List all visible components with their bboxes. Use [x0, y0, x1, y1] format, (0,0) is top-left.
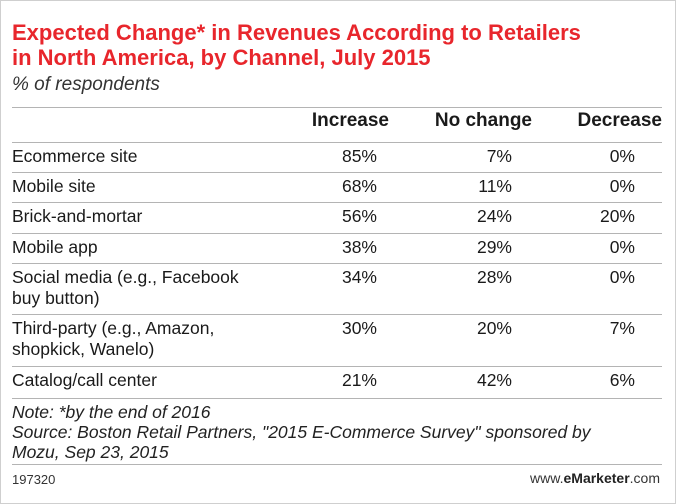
- row-label-line: buy button): [12, 288, 100, 308]
- cell-decrease: 20%: [599, 206, 635, 226]
- cell-increase: 38%: [341, 237, 377, 257]
- row-label-line: Third-party (e.g., Amazon,: [12, 318, 215, 338]
- row-label-line: Ecommerce site: [12, 146, 138, 166]
- chart-title-line-1: Expected Change* in Revenues According t…: [12, 20, 581, 45]
- cell-increase: 85%: [341, 146, 377, 166]
- cell-increase: 21%: [341, 370, 377, 390]
- row-label: Mobile app: [12, 237, 302, 258]
- cell-no-change: 42%: [476, 370, 512, 390]
- cell-no-change: 20%: [476, 318, 512, 338]
- cell-increase: 56%: [341, 206, 377, 226]
- row-divider: [12, 233, 662, 234]
- chart-id: 197320: [12, 472, 56, 487]
- brand-logo: www.eMarketer.com: [530, 470, 660, 486]
- chart-notes: Note: *by the end of 2016 Source: Boston…: [12, 402, 662, 462]
- table-row: Ecommerce site 85% 7% 0%: [12, 146, 662, 176]
- row-divider: [12, 142, 662, 143]
- column-header-increase: Increase: [311, 110, 389, 131]
- row-label: Social media (e.g., Facebook buy button): [12, 267, 302, 309]
- column-header-no-change: No change: [434, 110, 532, 131]
- table-bottom-rule: [12, 398, 662, 399]
- row-label-line: Social media (e.g., Facebook: [12, 267, 239, 287]
- row-label: Catalog/call center: [12, 370, 302, 391]
- row-divider: [12, 202, 662, 203]
- cell-increase: 68%: [341, 176, 377, 196]
- row-divider: [12, 366, 662, 367]
- row-label-line: Mobile site: [12, 176, 96, 196]
- row-divider: [12, 314, 662, 315]
- table-row: Catalog/call center 21% 42% 6%: [12, 370, 662, 398]
- row-divider: [12, 263, 662, 264]
- row-divider: [12, 172, 662, 173]
- brand-prefix: www.: [530, 470, 564, 486]
- column-header-decrease: Decrease: [577, 110, 662, 131]
- row-label: Ecommerce site: [12, 146, 302, 167]
- chart-subtitle: % of respondents: [12, 74, 160, 95]
- cell-decrease: 0%: [609, 267, 635, 287]
- cell-no-change: 29%: [476, 237, 512, 257]
- row-label-line: Brick-and-mortar: [12, 206, 143, 226]
- row-label: Mobile site: [12, 176, 302, 197]
- row-label-line: shopkick, Wanelo): [12, 339, 155, 359]
- cell-increase: 30%: [341, 318, 377, 338]
- row-label: Brick-and-mortar: [12, 206, 302, 227]
- cell-no-change: 28%: [476, 267, 512, 287]
- cell-decrease: 7%: [609, 318, 635, 338]
- table-row: Brick-and-mortar 56% 24% 20%: [12, 206, 662, 237]
- brand-suffix: .com: [629, 470, 660, 486]
- cell-increase: 34%: [341, 267, 377, 287]
- table-row: Mobile app 38% 29% 0%: [12, 237, 662, 267]
- row-label-line: Mobile app: [12, 237, 98, 257]
- footer-rule: [12, 464, 662, 465]
- cell-decrease: 0%: [609, 146, 635, 166]
- note-line: Note: *by the end of 2016: [12, 402, 211, 422]
- cell-decrease: 0%: [609, 237, 635, 257]
- chart-title-line-2: in North America, by Channel, July 2015: [12, 45, 431, 70]
- cell-no-change: 11%: [478, 176, 512, 196]
- row-label-line: Catalog/call center: [12, 370, 157, 390]
- cell-decrease: 6%: [609, 370, 635, 390]
- row-label: Third-party (e.g., Amazon, shopkick, Wane…: [12, 318, 302, 360]
- source-line-1: Source: Boston Retail Partners, "2015 E-…: [12, 422, 591, 442]
- source-line-2: Mozu, Sep 23, 2015: [12, 442, 169, 462]
- brand-name: eMarketer: [563, 470, 630, 486]
- cell-decrease: 0%: [609, 176, 635, 196]
- cell-no-change: 24%: [476, 206, 512, 226]
- table-row: Mobile site 68% 11% 0%: [12, 176, 662, 206]
- table-row: Social media (e.g., Facebook buy button) 3…: [12, 267, 662, 318]
- chart-title: Expected Change* in Revenues According t…: [12, 20, 672, 70]
- table-row: Third-party (e.g., Amazon, shopkick, Wane…: [12, 318, 662, 370]
- header-top-rule: [12, 107, 662, 108]
- cell-no-change: 7%: [486, 146, 512, 166]
